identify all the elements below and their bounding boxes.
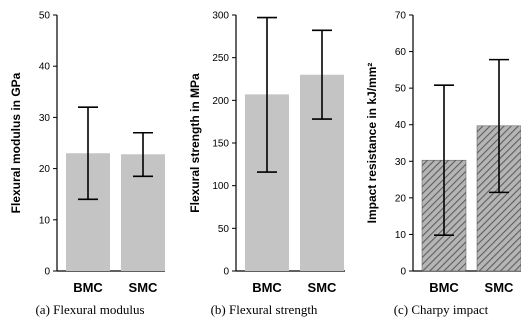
- y-tick-label: 150: [212, 139, 229, 150]
- y-tick-label: 200: [212, 96, 229, 107]
- category-label: SMC: [308, 280, 338, 295]
- panel-caption: (a) Flexural modulus: [35, 302, 144, 317]
- y-tick-label: 20: [39, 164, 51, 175]
- category-label: SMC: [485, 280, 515, 295]
- y-tick-label: 50: [39, 11, 51, 22]
- chart-panel-1: 0 10 20 30 40 50 BMC SMC Flexural modulus in GPa…: [9, 11, 165, 317]
- y-tick-label: 30: [39, 113, 51, 124]
- category-label: BMC: [429, 280, 459, 295]
- y-tick-label: 30: [395, 157, 407, 168]
- y-tick-label: 40: [395, 120, 407, 131]
- y-tick-label: 10: [39, 215, 51, 226]
- y-tick-label: 20: [395, 193, 407, 204]
- y-tick-label: 50: [218, 224, 230, 235]
- y-tick-label: 300: [212, 11, 229, 22]
- panel-caption: (b) Flexural strength: [211, 302, 318, 317]
- chart-panel-3: 0 10 20 30 40 50 60 70 BMC SMC Impact resistance i…: [365, 11, 521, 317]
- category-label: SMC: [129, 280, 159, 295]
- y-tick-label: 10: [395, 230, 407, 241]
- y-tick-label: 100: [212, 181, 229, 192]
- panel-caption: (c) Charpy impact: [394, 302, 489, 317]
- y-tick-label: 40: [39, 62, 51, 73]
- category-label: BMC: [73, 280, 103, 295]
- y-axis-title: Impact resistance in kJ/mm²: [365, 63, 379, 224]
- y-axis-title: Flexural modulus in GPa: [9, 72, 23, 213]
- y-tick-label: 0: [400, 267, 406, 278]
- y-tick-label: 60: [395, 47, 407, 58]
- y-tick-label: 50: [395, 84, 407, 95]
- y-tick-label: 0: [44, 267, 50, 278]
- chart-panel-2: 0 50 100 150 200 250 300 BMC SMC Flexural strengt…: [188, 11, 345, 317]
- y-tick-label: 0: [223, 267, 229, 278]
- y-tick-label: 250: [212, 53, 229, 64]
- category-label: BMC: [252, 280, 282, 295]
- y-axis-title: Flexural strength in MPa: [188, 73, 202, 213]
- y-tick-label: 70: [395, 11, 407, 22]
